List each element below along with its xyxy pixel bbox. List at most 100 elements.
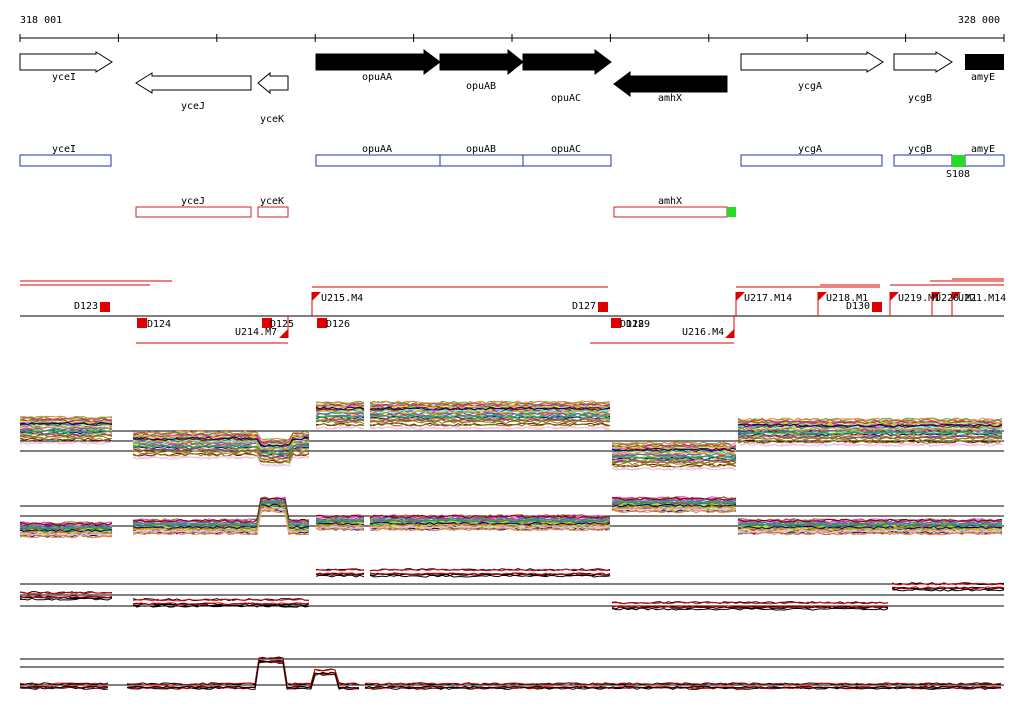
profile-line	[132, 445, 310, 457]
profile-line	[737, 518, 1003, 523]
gene-label-opuAA: opuAA	[362, 72, 392, 83]
segment-marker	[262, 318, 272, 328]
segment-label-u221: U221.M14	[958, 293, 1006, 304]
sense-box-opuAA[interactable]	[315, 154, 441, 167]
profile-line	[132, 497, 310, 523]
green-marker-amhX[interactable]	[727, 207, 736, 217]
profile-line	[19, 429, 113, 434]
profile-line	[315, 417, 365, 422]
profile-line	[19, 415, 113, 420]
profile-line	[132, 450, 310, 462]
sense-label-ycgA: ycgA	[798, 144, 822, 155]
profile-line	[126, 657, 359, 686]
profile-line	[315, 523, 365, 528]
segment-label-d128: D128	[620, 319, 644, 330]
segment-marker	[611, 318, 621, 328]
profile-line	[369, 425, 611, 430]
gene-yceJ[interactable]: yceJ	[135, 72, 252, 112]
segment-label-u216: U216.M4	[682, 327, 724, 338]
segment-label-d127: D127	[572, 301, 596, 312]
gene-label-amyE: amyE	[971, 72, 995, 83]
sense-label-amyE: amyE	[971, 144, 995, 155]
profile-line	[737, 522, 1003, 527]
profile-line	[611, 452, 737, 457]
profile-line	[369, 514, 611, 519]
profile-line	[19, 687, 109, 690]
profile-line	[891, 586, 1005, 590]
gene-arrow-ycgB[interactable]	[893, 51, 953, 73]
profile-line	[369, 414, 611, 419]
gene-label-opuAC: opuAC	[551, 93, 581, 104]
antisense-box-amhX[interactable]	[613, 206, 728, 218]
profile-line	[19, 418, 113, 423]
gene-yceK[interactable]: yceK	[257, 71, 289, 125]
profile-line	[369, 525, 611, 530]
gene-ycgB[interactable]: ycgB	[893, 51, 953, 104]
gene-amhX[interactable]: amhX	[613, 71, 728, 104]
sense-box-ycgA[interactable]	[740, 154, 883, 167]
profile-line	[369, 518, 611, 523]
profile-line	[369, 420, 611, 425]
sense-label-yceI: yceI	[52, 144, 76, 155]
profile-line	[132, 442, 309, 454]
segment-flag	[725, 329, 734, 338]
profile-line	[369, 568, 611, 572]
gene-arrow-opuAC[interactable]	[522, 49, 612, 75]
profile-line	[891, 582, 1005, 586]
ruler-ticks	[19, 34, 1005, 42]
segment-flag	[818, 292, 827, 301]
segment-marker	[872, 302, 882, 312]
expression-panel-3	[19, 568, 1005, 611]
profile-line	[611, 496, 737, 501]
sense-box-amyE[interactable]	[964, 154, 1005, 167]
sense-box-opuAB[interactable]	[439, 154, 524, 167]
gene-amyE[interactable]: amyE	[965, 54, 1004, 83]
gene-ycgA[interactable]: ycgA	[740, 51, 884, 92]
profile-line	[19, 424, 113, 429]
profile-line	[19, 685, 109, 689]
profile-line	[611, 446, 737, 451]
profile-line	[19, 441, 113, 445]
gene-opuAA[interactable]: opuAA	[315, 49, 441, 83]
sense-label-opuAB: opuAB	[466, 144, 496, 155]
gene-arrow-ycgA[interactable]	[740, 51, 884, 73]
profile-line	[315, 400, 365, 405]
profile-line	[611, 447, 737, 452]
sense-box-ycgB[interactable]	[893, 154, 953, 167]
antisense-box-yceK[interactable]	[257, 206, 289, 218]
segment-label-d125: D125	[270, 319, 294, 330]
profile-line	[132, 441, 310, 452]
gene-yceI[interactable]: yceI	[19, 51, 113, 83]
sense-box-yceI[interactable]	[19, 154, 112, 167]
profile-line	[737, 417, 1003, 422]
gene-opuAB[interactable]: opuAB	[439, 48, 524, 92]
green-marker-s108[interactable]	[952, 155, 965, 167]
gene-arrow-yceI[interactable]	[19, 51, 113, 73]
gene-arrow-opuAA[interactable]	[315, 49, 441, 75]
expression-panel-4	[19, 656, 1004, 690]
profile-line	[19, 534, 113, 539]
profile-line	[369, 410, 611, 415]
gene-label-yceJ: yceJ	[181, 101, 205, 112]
profile-line	[132, 501, 310, 527]
gene-arrow-yceJ[interactable]	[135, 72, 252, 94]
antisense-box-yceJ[interactable]	[135, 206, 252, 218]
profile-line	[19, 595, 113, 599]
ruler-end-label: 328 000	[958, 15, 1000, 26]
sense-box-opuAC[interactable]	[522, 154, 612, 167]
profile-line	[132, 452, 310, 464]
gene-arrow-amhX[interactable]	[613, 71, 728, 97]
segment-flag	[279, 329, 288, 338]
gene-opuAC[interactable]: opuAC	[522, 49, 612, 104]
segment-label-u220: U220.M1	[935, 293, 977, 304]
gene-arrow-amyE[interactable]	[965, 54, 1004, 70]
profile-line	[19, 521, 113, 526]
sense-label-ycgB: ycgB	[908, 144, 932, 155]
profile-line	[612, 601, 889, 605]
sense-transcript-track: yceI opuAA opuAB opuAC ycgA ycgB amyE S1…	[19, 144, 1005, 180]
gene-arrow-yceK[interactable]	[257, 71, 289, 95]
profile-line	[315, 514, 364, 519]
profile-line	[315, 420, 365, 425]
gene-arrow-opuAB[interactable]	[439, 48, 524, 76]
